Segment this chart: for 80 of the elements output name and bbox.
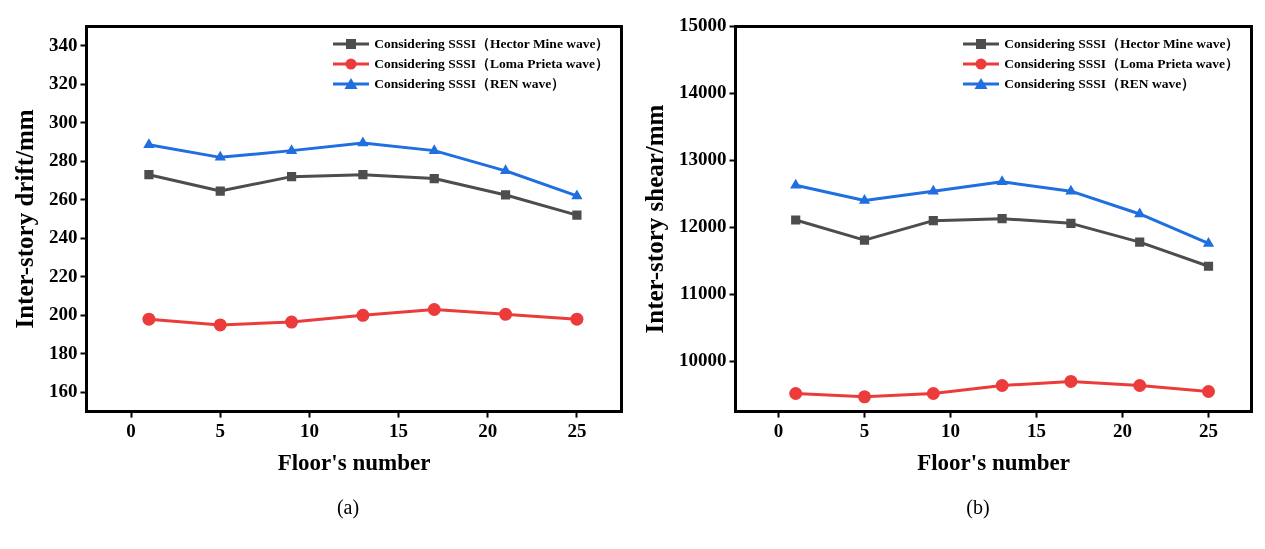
point — [214, 150, 226, 161]
y-tick-label: 10000 — [679, 349, 727, 371]
y-tick-label: 300 — [49, 110, 78, 132]
x-tick-label: 0 — [773, 419, 784, 441]
x-axis-title: Floor's number — [277, 450, 431, 476]
legend-label: Considering SSSI（Loma Prieta wave） — [1004, 55, 1239, 74]
point — [859, 235, 870, 245]
y-axis-title: Inter-story drift/mm — [11, 109, 39, 329]
point — [142, 312, 156, 326]
point — [791, 215, 801, 225]
point — [428, 144, 440, 154]
x-tick-label: 25 — [567, 419, 587, 441]
point — [286, 172, 297, 182]
point — [499, 307, 513, 321]
y-tick-label: 280 — [49, 149, 78, 171]
point — [1066, 218, 1076, 228]
point — [928, 216, 938, 226]
point — [1202, 385, 1215, 398]
x-tick-label: 25 — [1199, 419, 1218, 441]
point — [285, 144, 298, 154]
y-tick-label: 11000 — [680, 282, 727, 304]
point — [356, 308, 370, 322]
point — [572, 210, 582, 220]
point — [215, 186, 225, 196]
y-tick-label: 13000 — [679, 148, 727, 170]
point — [858, 390, 871, 404]
point — [427, 303, 441, 317]
point — [144, 170, 154, 180]
y-tick-label: 15000 — [679, 14, 727, 36]
legend-label: Considering SSSI（Hector Mine wave） — [374, 35, 610, 54]
point — [927, 184, 939, 195]
point — [571, 189, 583, 200]
point — [1202, 236, 1215, 247]
y-tick-label: 200 — [49, 303, 78, 325]
y-tick-label: 320 — [49, 72, 78, 94]
x-tick-label: 5 — [215, 419, 225, 441]
point — [1133, 378, 1147, 392]
x-tick-label: 10 — [299, 419, 319, 441]
y-tick-label: 12000 — [679, 215, 727, 237]
point — [789, 387, 803, 401]
point — [995, 378, 1009, 392]
x-axis-title: Floor's number — [917, 450, 1070, 476]
point — [790, 178, 802, 189]
point — [358, 170, 368, 180]
y-tick-label: 180 — [49, 341, 78, 363]
point — [143, 138, 155, 149]
x-tick-label: 10 — [941, 419, 960, 441]
text: (b) — [965, 496, 991, 519]
point — [357, 136, 369, 147]
x-tick-label: 15 — [389, 419, 409, 441]
point — [996, 175, 1008, 186]
y-tick-label: 220 — [49, 264, 78, 286]
y-tick-label: 160 — [49, 380, 78, 402]
y-tick-label: 340 — [49, 33, 78, 55]
point — [213, 318, 227, 332]
legend-label: Considering SSSI（REN wave） — [1004, 75, 1196, 94]
legend-label: Considering SSSI（REN wave） — [374, 75, 566, 94]
text: (a) — [335, 496, 361, 519]
point — [858, 194, 871, 204]
y-tick-label: 260 — [49, 187, 78, 209]
point — [500, 190, 511, 200]
point — [1134, 207, 1146, 218]
point — [285, 315, 299, 329]
x-tick-label: 20 — [478, 419, 498, 441]
x-tick-label: 15 — [1027, 419, 1046, 441]
point — [570, 312, 584, 326]
x-tick-label: 0 — [126, 419, 136, 441]
y-tick-label: 240 — [49, 226, 78, 248]
legend-label: Considering SSSI（Loma Prieta wave） — [374, 55, 609, 74]
legend-label: Considering SSSI（Hector Mine wave） — [1004, 35, 1240, 54]
y-tick-label: 14000 — [679, 81, 727, 103]
point — [1203, 261, 1214, 271]
point — [997, 214, 1007, 224]
y-axis-title: Inter-story shear/mm — [641, 104, 669, 334]
x-tick-label: 20 — [1113, 419, 1132, 441]
point — [926, 387, 940, 401]
point — [1135, 237, 1145, 247]
point — [1064, 374, 1078, 388]
x-tick-label: 5 — [859, 419, 870, 441]
point — [429, 173, 439, 184]
